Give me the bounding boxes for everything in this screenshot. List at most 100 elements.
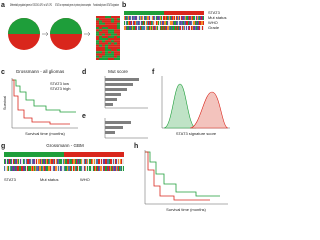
cell	[111, 22, 114, 25]
panel-label: g	[1, 143, 5, 150]
cell	[97, 159, 98, 164]
cell	[95, 159, 96, 164]
axes	[104, 76, 148, 109]
cell	[13, 152, 14, 157]
cell	[72, 152, 73, 157]
cell	[50, 166, 51, 171]
x-label: Survival time (months)	[25, 131, 65, 136]
cell	[149, 16, 150, 20]
cell	[99, 40, 102, 43]
cell	[168, 21, 169, 25]
cell	[98, 152, 99, 157]
cell	[109, 152, 110, 157]
cell	[119, 166, 120, 171]
cell	[105, 53, 108, 56]
cell	[171, 16, 172, 20]
cell	[108, 16, 111, 19]
cell	[105, 16, 108, 19]
cell	[132, 16, 133, 20]
cell	[69, 166, 70, 171]
y-label: Survival	[2, 96, 7, 110]
cell	[49, 159, 50, 164]
cell	[192, 26, 193, 30]
cell	[200, 16, 201, 20]
cell	[133, 26, 134, 30]
cell	[56, 159, 57, 164]
cell	[160, 26, 161, 30]
cell	[132, 21, 133, 25]
cell	[7, 166, 8, 171]
cell	[74, 166, 75, 171]
cell	[85, 166, 86, 171]
cell	[15, 166, 16, 171]
cell	[78, 159, 79, 164]
cell	[135, 26, 136, 30]
cell	[26, 166, 27, 171]
cell	[187, 26, 188, 30]
cell	[187, 21, 188, 25]
cell	[156, 21, 157, 25]
cell	[175, 11, 176, 15]
cell	[102, 22, 105, 25]
axes	[144, 150, 228, 205]
cell	[120, 159, 121, 164]
cell	[117, 57, 120, 60]
cell	[73, 166, 74, 171]
cell	[119, 152, 120, 157]
cell	[116, 152, 117, 157]
km-curve	[145, 151, 210, 201]
cell	[166, 21, 167, 25]
cell	[125, 16, 126, 20]
cell	[104, 166, 105, 171]
cell	[133, 11, 134, 15]
cell	[111, 57, 114, 60]
cell	[183, 16, 184, 20]
cell	[96, 29, 99, 32]
cell	[111, 40, 114, 43]
cell	[23, 166, 24, 171]
cell	[40, 166, 41, 171]
cell	[172, 21, 173, 25]
cell	[105, 27, 108, 30]
cell	[13, 166, 14, 171]
cell	[105, 31, 108, 34]
cell	[164, 26, 165, 30]
cell	[169, 11, 170, 15]
cell	[145, 16, 146, 20]
cell	[90, 152, 91, 157]
venn-half	[8, 18, 40, 34]
cell	[135, 16, 136, 20]
cell	[143, 11, 144, 15]
cell	[79, 159, 80, 164]
cell	[174, 26, 175, 30]
cell	[22, 152, 23, 157]
cell	[161, 21, 162, 25]
cell	[155, 16, 156, 20]
cell	[18, 159, 19, 164]
cell	[55, 166, 56, 171]
cell	[180, 16, 181, 20]
cell	[5, 152, 6, 157]
cell	[4, 166, 5, 171]
cell	[18, 152, 19, 157]
cell	[62, 152, 63, 157]
cell	[105, 51, 108, 54]
cell	[197, 21, 198, 25]
cell	[129, 21, 130, 25]
cell	[152, 26, 153, 30]
cell	[170, 21, 171, 25]
cell	[114, 55, 117, 58]
cell	[65, 159, 66, 164]
cell	[11, 166, 12, 171]
cell	[99, 27, 102, 30]
cell	[127, 21, 128, 25]
cell	[14, 166, 15, 171]
cell	[72, 166, 73, 171]
cell	[22, 159, 23, 164]
cell	[158, 21, 159, 25]
cell	[185, 26, 186, 30]
cell	[96, 16, 99, 19]
cell	[137, 11, 138, 15]
cell	[46, 152, 47, 157]
cell	[60, 159, 61, 164]
